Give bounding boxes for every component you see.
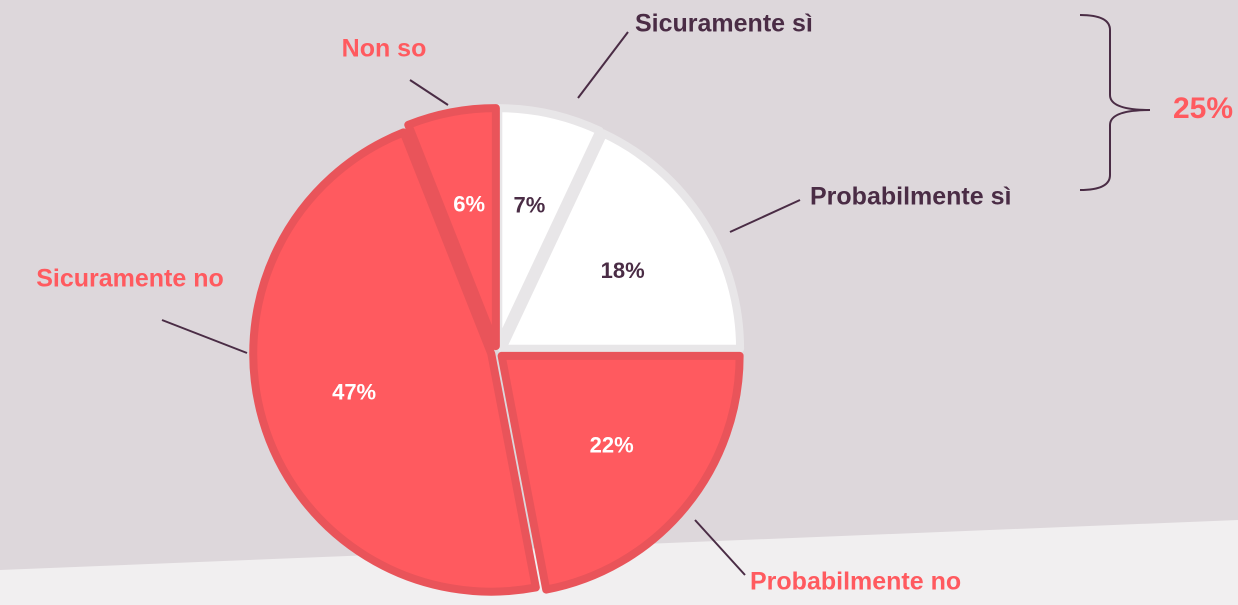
category-label: Probabilmente no (750, 568, 961, 596)
group-brace (1079, 14, 1151, 191)
group-annotation: 25% (1173, 92, 1233, 125)
value-label: 6% (453, 192, 485, 217)
category-label: Sicuramente no (36, 265, 224, 293)
pie-slice (498, 129, 745, 353)
value-label: 7% (514, 193, 546, 218)
value-label: 47% (332, 379, 376, 404)
leader-line (409, 79, 449, 106)
leader-line (577, 31, 629, 99)
value-label: 22% (590, 433, 634, 458)
leader-line (161, 319, 248, 354)
category-label: Sicuramente sì (635, 10, 813, 38)
leader-line (729, 199, 801, 233)
pie-slice (249, 128, 540, 596)
category-label: Probabilmente sì (810, 183, 1011, 211)
pie-slice (494, 104, 604, 351)
category-label: Non so (342, 35, 427, 63)
value-label: 18% (601, 258, 645, 283)
pie-slice (404, 104, 500, 351)
leader-line (694, 519, 746, 576)
pie-slice (497, 351, 744, 594)
